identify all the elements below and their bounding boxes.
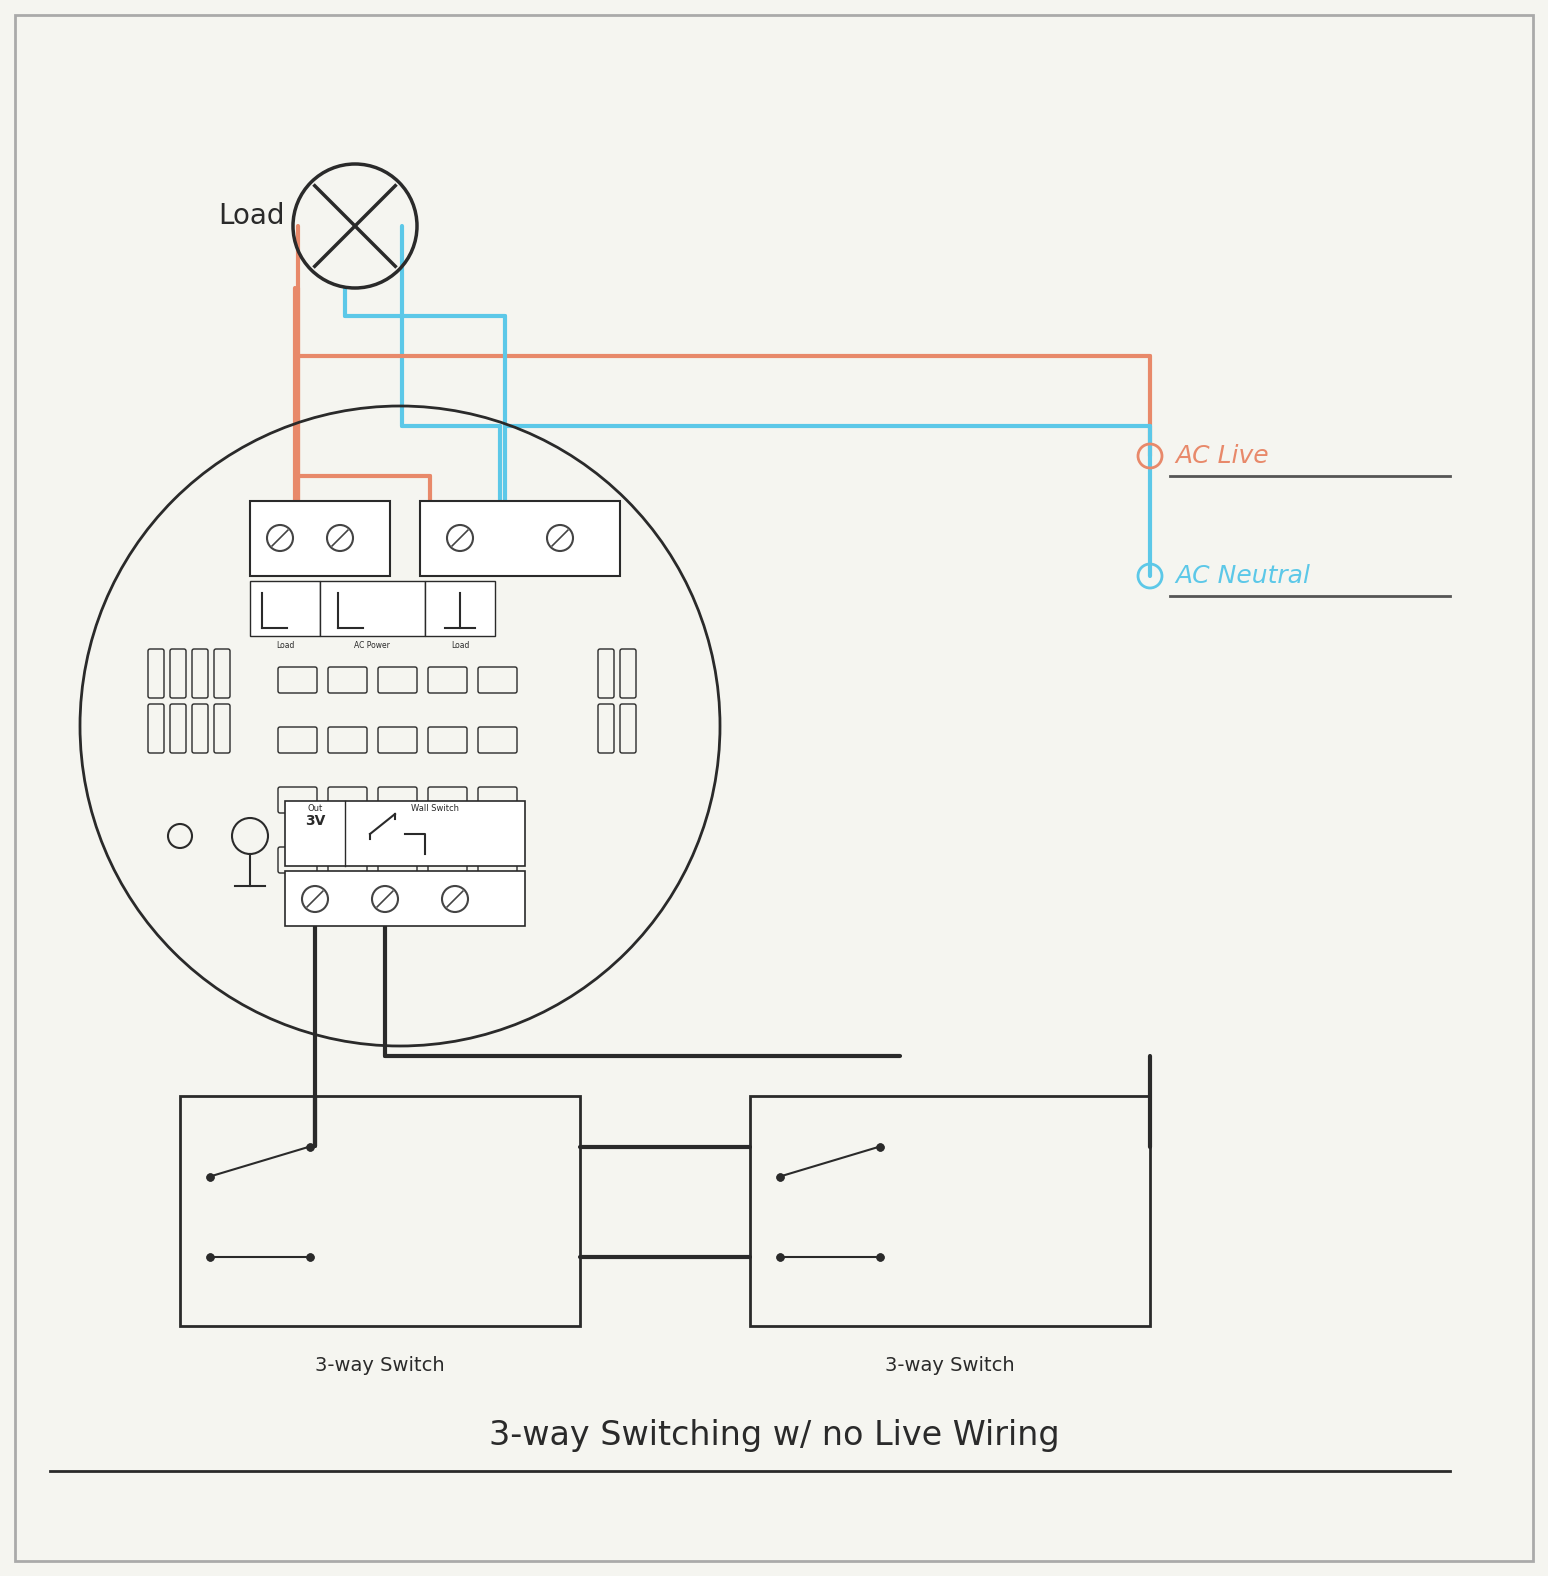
Bar [249, 582, 320, 637]
Text: Load: Load [450, 641, 469, 649]
Text: Wall Switch: Wall Switch [412, 804, 460, 813]
Text: AC Neutral: AC Neutral [1175, 564, 1310, 588]
Bar [180, 1095, 580, 1325]
Text: Load: Load [218, 202, 285, 230]
Text: 3-way Switch: 3-way Switch [316, 1355, 444, 1374]
Circle shape [443, 886, 467, 913]
Bar [749, 1095, 1150, 1325]
Text: Load: Load [276, 641, 294, 649]
Bar [426, 582, 495, 637]
Bar [285, 801, 525, 865]
Circle shape [372, 886, 398, 913]
Text: 3V: 3V [305, 813, 325, 827]
Bar [285, 872, 525, 927]
Circle shape [327, 525, 353, 552]
Bar [420, 501, 621, 575]
Circle shape [266, 525, 293, 552]
Text: AC Power: AC Power [354, 641, 390, 649]
Text: AC Live: AC Live [1175, 444, 1269, 468]
Bar [249, 501, 390, 575]
Text: Out: Out [308, 804, 322, 813]
Circle shape [447, 525, 474, 552]
Bar [320, 582, 426, 637]
Circle shape [302, 886, 328, 913]
Text: 3-way Switching w/ no Live Wiring: 3-way Switching w/ no Live Wiring [489, 1420, 1059, 1453]
Text: 3-way Switch: 3-way Switch [885, 1355, 1015, 1374]
Circle shape [546, 525, 573, 552]
